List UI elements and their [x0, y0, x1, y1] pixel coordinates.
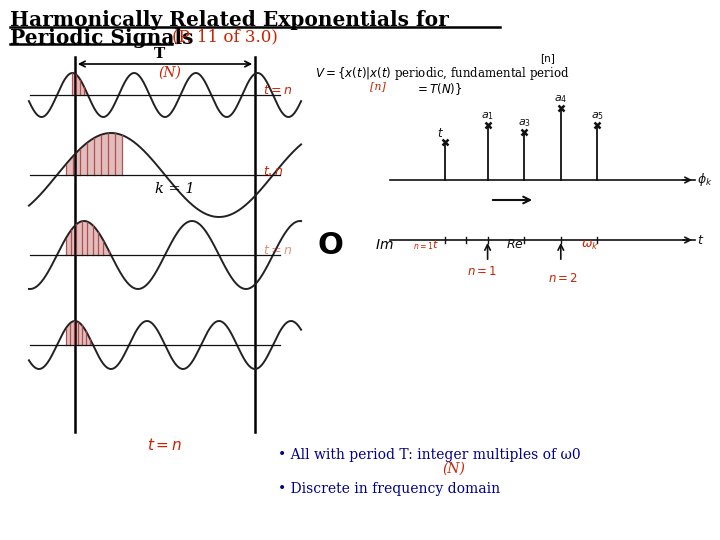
Text: $t = n$: $t = n$: [148, 437, 183, 453]
Text: $a_4$: $a_4$: [554, 93, 567, 105]
Text: • All with period T: integer multiples of ω0: • All with period T: integer multiples o…: [278, 448, 580, 462]
Text: $Re$: $Re$: [505, 239, 523, 252]
Text: $n = 1$: $n = 1$: [467, 265, 498, 278]
Text: T: T: [154, 47, 166, 61]
Text: $V = \{x(t)|x(t)$ periodic, fundamental period: $V = \{x(t)|x(t)$ periodic, fundamental …: [315, 65, 570, 82]
Text: [n]: [n]: [370, 81, 386, 91]
Text: $\phi_k$: $\phi_k$: [697, 172, 713, 188]
Text: $Im$: $Im$: [375, 238, 394, 252]
Text: $n = 2$: $n = 2$: [548, 272, 578, 285]
Text: $t, n$: $t, n$: [263, 164, 284, 178]
Text: (P. 11 of 3.0): (P. 11 of 3.0): [172, 28, 278, 45]
Text: $t = n$: $t = n$: [263, 245, 292, 258]
Text: Harmonically Related Exponentials for: Harmonically Related Exponentials for: [10, 10, 449, 30]
Text: $t$: $t$: [438, 127, 444, 140]
Text: $_{n=1}t$: $_{n=1}t$: [413, 238, 440, 252]
Text: Periodic Signals: Periodic Signals: [10, 28, 200, 48]
Text: $a_3$: $a_3$: [518, 117, 531, 129]
Text: $t$: $t$: [697, 233, 704, 246]
Text: [n]: [n]: [540, 53, 555, 63]
Text: • Discrete in frequency domain: • Discrete in frequency domain: [278, 482, 500, 496]
Text: $t = n$: $t = n$: [263, 84, 292, 98]
Text: $a_5$: $a_5$: [591, 110, 604, 122]
Text: $\mathbf{O}$: $\mathbf{O}$: [317, 230, 343, 260]
Text: (N): (N): [158, 66, 181, 80]
Text: $\omega_k$: $\omega_k$: [581, 239, 598, 252]
Text: $a_1$: $a_1$: [481, 110, 494, 122]
Text: k = 1: k = 1: [156, 182, 195, 196]
Text: (N): (N): [443, 462, 465, 476]
Text: $= T(N)\}$: $= T(N)\}$: [415, 81, 462, 97]
